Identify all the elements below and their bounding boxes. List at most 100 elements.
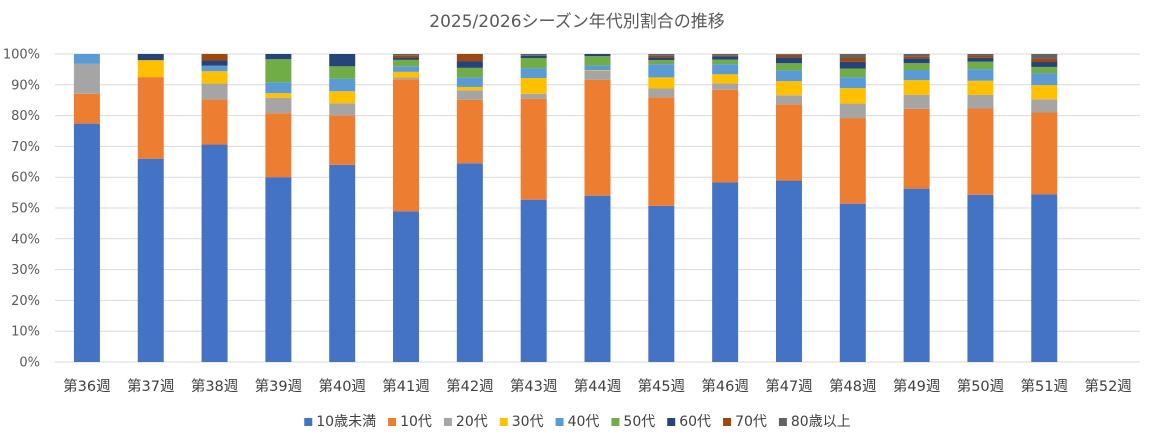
bar-segment (903, 58, 930, 64)
bar-segment (1031, 58, 1058, 63)
bar-segment (712, 59, 739, 65)
bar-segment (520, 58, 547, 69)
bar-segment (329, 66, 356, 79)
bar-segment (648, 205, 675, 362)
x-tick-label: 第52週 (1084, 377, 1131, 395)
y-tick-label: 40% (11, 232, 40, 247)
bar-segment (839, 54, 866, 58)
bar-segment (329, 54, 356, 67)
x-tick-label: 第47週 (765, 377, 812, 395)
bar-segment (967, 61, 994, 70)
y-axis-ticks: 0% 10% 20% 30% 40% 50% 60% 70% 80% 90% 100% (3, 48, 40, 371)
bar-segment (967, 108, 994, 195)
bar-segment (329, 164, 356, 362)
bar-segment (1031, 66, 1058, 74)
bar-segment (712, 54, 739, 56)
x-tick-label: 第48週 (829, 377, 876, 395)
legend-swatch (388, 418, 397, 426)
bar-segment (584, 70, 611, 71)
bar-segment (265, 113, 292, 178)
x-tick-label: 第38週 (191, 377, 238, 395)
x-tick-label: 第43週 (510, 377, 557, 395)
legend-swatch (443, 418, 452, 426)
legend-label: 50代 (623, 414, 655, 430)
bar-segment (456, 77, 483, 87)
legend-label: 80歳以上 (791, 414, 851, 430)
bar-segment (137, 54, 164, 61)
x-tick-label: 第45週 (638, 377, 685, 395)
bar-segment (584, 195, 611, 362)
bar-segment (1031, 112, 1058, 195)
bar-segment (839, 77, 866, 89)
bar-segment (520, 55, 547, 59)
bar-segment (201, 144, 228, 362)
legend-label: 60代 (679, 414, 711, 430)
bar-segment (839, 61, 866, 69)
bar-segment (265, 59, 292, 83)
legend-swatch (611, 418, 620, 426)
legend-swatch (555, 418, 564, 426)
legend-item: 40代 (555, 414, 600, 430)
bar-segment (201, 71, 228, 84)
bar-segment (967, 57, 994, 62)
bar-segment (775, 70, 802, 82)
bar-segment (712, 56, 739, 60)
bar-segment (712, 74, 739, 84)
bar-segment (265, 177, 292, 362)
y-tick-label: 20% (11, 294, 40, 309)
bar-segment (1031, 54, 1058, 59)
bar-segment (775, 180, 802, 362)
legend-label: 30代 (512, 414, 544, 430)
bar-segment (201, 60, 228, 66)
x-tick-label: 第36週 (63, 377, 110, 395)
bar-segment (584, 56, 611, 66)
legend-swatch (667, 418, 676, 426)
bar-segment (775, 63, 802, 71)
legend-label: 10代 (400, 414, 432, 430)
bar-segment (201, 99, 228, 145)
bar-segment (201, 83, 228, 100)
bar-segment (967, 54, 994, 56)
x-tick-label: 第40週 (318, 377, 365, 395)
legend-label: 70代 (735, 414, 767, 430)
bar-segment (1031, 73, 1058, 86)
bar-segment (456, 54, 483, 62)
bar-segment (456, 61, 483, 68)
bar-segment (73, 63, 100, 94)
bar-segment (456, 86, 483, 91)
bar-segment (839, 68, 866, 78)
x-tick-label: 第50週 (957, 377, 1004, 395)
bar-segment (520, 54, 547, 56)
bar-segment (839, 58, 866, 62)
bar-segment (456, 163, 483, 362)
bar-segment (775, 54, 802, 55)
bar-segment (393, 54, 420, 56)
bar-segment (520, 199, 547, 362)
bar-segment (73, 54, 100, 64)
legend-swatch (778, 418, 787, 426)
legend-label: 10歳未満 (316, 414, 376, 430)
bar-segment (456, 90, 483, 100)
bar-segment (520, 78, 547, 94)
bar-segment (393, 211, 420, 362)
bar-segment (712, 55, 739, 57)
bar-segment (456, 99, 483, 164)
legend-item: 80歳以上 (778, 414, 851, 430)
bar-segment (839, 103, 866, 119)
bar-segment (584, 54, 611, 57)
legend-label: 40代 (568, 414, 600, 430)
bar-segment (1031, 194, 1058, 362)
x-tick-label: 第41週 (382, 377, 429, 395)
legend-item: 20代 (443, 414, 488, 430)
bar-segment (393, 79, 420, 212)
bar-segment (839, 88, 866, 104)
x-tick-label: 第49週 (893, 377, 940, 395)
bar-segment (967, 69, 994, 81)
bar-segment (393, 58, 420, 60)
x-tick-label: 第39週 (255, 377, 302, 395)
x-tick-label: 第42週 (446, 377, 493, 395)
bar-segment (73, 123, 100, 362)
x-axis-ticks: 第36週 第37週 第38週 第39週 第40週 第41週 第42週 第43週 第44週 第45週… (63, 377, 1132, 395)
bar-segment (712, 83, 739, 90)
legend-item: 70代 (723, 414, 767, 430)
